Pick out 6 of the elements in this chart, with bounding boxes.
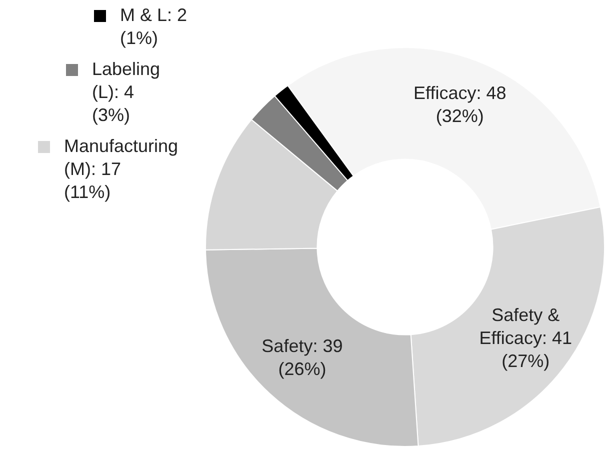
legend-label: Labeling (L): 4 (3%) <box>92 58 160 125</box>
slice-label: Safety & Efficacy: 41 (27%) <box>479 304 572 371</box>
legend-label: Manufacturing (M): 17 (11%) <box>64 136 178 202</box>
legend-label: M & L: 2 (1%) <box>120 4 188 48</box>
slice-label: Efficacy: 48 (32%) <box>414 83 506 126</box>
slice-label: Safety: 39 (26%) <box>262 336 343 379</box>
